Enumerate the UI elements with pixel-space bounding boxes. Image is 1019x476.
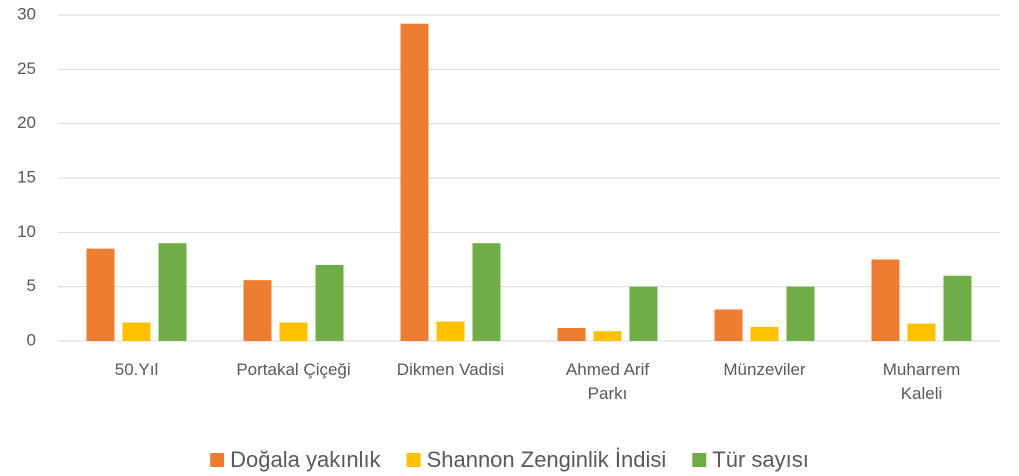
bar (557, 327, 586, 341)
x-tick-label-line: Kaleli (901, 384, 943, 403)
x-tick-label-line: Dikmen Vadisi (397, 360, 504, 379)
x-tick-label-line: Muharrem (883, 360, 960, 379)
legend-swatch (406, 453, 421, 467)
x-tick-label: Ahmed Arif Parkı (566, 360, 649, 403)
bar (593, 331, 622, 341)
bar (871, 259, 900, 341)
bar (750, 326, 779, 341)
legend-label: Shannon Zenginlik İndisi (427, 447, 667, 472)
bar (243, 280, 272, 341)
bar (943, 275, 972, 341)
legend-label: Tür sayısı (712, 447, 809, 472)
x-tick-label: Muharrem Kaleli (883, 360, 960, 403)
bar (472, 243, 501, 341)
x-tick-label: Münzeviler (723, 360, 806, 379)
y-tick-label: 5 (27, 276, 36, 295)
x-tick-label: Dikmen Vadisi (397, 360, 504, 379)
bar (629, 286, 658, 341)
legend-swatch (692, 453, 707, 467)
bar (315, 264, 344, 341)
x-tick-label-line: 50.Yıl (115, 360, 158, 379)
bar (279, 322, 308, 341)
x-tick-label: Portakal Çiçeği (236, 360, 350, 379)
bar (400, 23, 429, 342)
bar (86, 248, 115, 341)
legend-label: Doğala yakınlık (230, 447, 381, 472)
x-tick-label: 50.Yıl (115, 360, 158, 379)
bar (158, 243, 187, 341)
y-tick-label: 30 (17, 4, 36, 23)
x-tick-label-line: Ahmed Arif (566, 360, 649, 379)
bar (786, 286, 815, 341)
legend-swatch (210, 453, 225, 467)
bar (714, 309, 743, 341)
y-tick-label: 25 (17, 59, 36, 78)
y-tick-label: 0 (27, 330, 36, 349)
bar (122, 322, 151, 341)
y-tick-label: 10 (17, 222, 36, 241)
y-tick-label: 20 (17, 113, 36, 132)
legend: Doğala yakınlık Shannon Zenginlik İndisi T… (210, 447, 809, 472)
x-tick-label-line: Münzeviler (723, 360, 806, 379)
bar (907, 323, 936, 341)
x-tick-label-line: Portakal Çiçeği (236, 360, 350, 379)
x-tick-label-line: Parkı (588, 384, 628, 403)
y-tick-label: 15 (17, 167, 36, 186)
bar (436, 321, 465, 341)
